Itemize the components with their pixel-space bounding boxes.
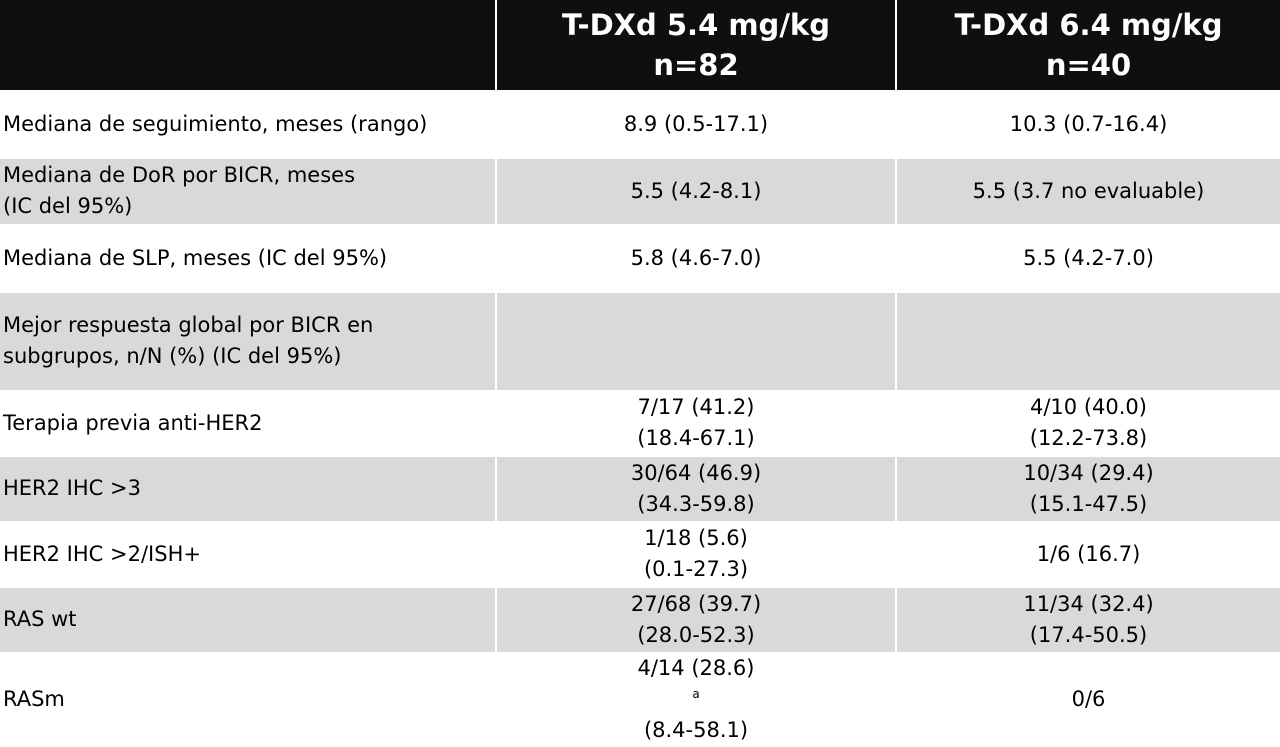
value-dose-6-4: 11/34 (32.4) (17.4-50.5)	[895, 586, 1280, 653]
row-label: Mejor respuesta global por BICR en subgru…	[0, 291, 496, 391]
row-label: Mediana de DoR por BICR, meses (IC del 95…	[0, 157, 496, 225]
value-dose-5-4: 4/14 (28.6) a (8.4-58.1)	[495, 651, 896, 747]
value-dose-5-4: 7/17 (41.2) (18.4-67.1)	[495, 389, 896, 457]
table-row: Mediana de SLP, meses (IC del 95%) 5.8 (…	[0, 223, 1280, 293]
table-row: Mediana de DoR por BICR, meses (IC del 95…	[0, 157, 1280, 225]
table-row: HER2 IHC >2/ISH+ 1/18 (5.6) (0.1-27.3) 1/…	[0, 520, 1280, 588]
table-row: Terapia previa anti-HER2 7/17 (41.2) (18.…	[0, 389, 1280, 457]
row-label: HER2 IHC >3	[0, 455, 496, 522]
header-row: T-DXd 5.4 mg/kg n=82 T-DXd 6.4 mg/kg n=4…	[0, 0, 1280, 92]
row-label: RAS wt	[0, 586, 496, 653]
row-label: Mediana de seguimiento, meses (rango)	[0, 90, 496, 159]
value-dose-6-4: 5.5 (4.2-7.0)	[895, 223, 1280, 293]
header-dose-5-4-title: T-DXd 5.4 mg/kg	[562, 8, 830, 42]
table-row: RAS wt 27/68 (39.7) (28.0-52.3) 11/34 (32…	[0, 586, 1280, 653]
row-label: HER2 IHC >2/ISH+	[0, 520, 496, 588]
row-label: Mediana de SLP, meses (IC del 95%)	[0, 223, 496, 293]
value-dose-5-4: 27/68 (39.7) (28.0-52.3)	[495, 586, 896, 653]
value-dose-5-4: 30/64 (46.9) (34.3-59.8)	[495, 455, 896, 522]
header-dose-6-4-title: T-DXd 6.4 mg/kg	[954, 8, 1223, 42]
value-dose-5-4: 8.9 (0.5-17.1)	[495, 90, 896, 159]
footnote-marker: a	[692, 686, 700, 701]
value-dose-5-4: 5.5 (4.2-8.1)	[495, 157, 896, 225]
header-dose-6-4-n: n=40	[1045, 48, 1132, 82]
table-row: RASm 4/14 (28.6) a (8.4-58.1) 0/6	[0, 651, 1280, 747]
header-empty-cell	[0, 0, 496, 92]
header-dose-5-4: T-DXd 5.4 mg/kg n=82	[495, 0, 896, 92]
header-dose-5-4-n: n=82	[653, 48, 739, 82]
row-label: Terapia previa anti-HER2	[0, 389, 496, 457]
value-dose-6-4	[895, 291, 1280, 391]
value-dose-5-4: 5.8 (4.6-7.0)	[495, 223, 896, 293]
table-row: Mediana de seguimiento, meses (rango) 8.…	[0, 90, 1280, 159]
value-dose-6-4: 10/34 (29.4) (15.1-47.5)	[895, 455, 1280, 522]
value-dose-6-4: 4/10 (40.0) (12.2-73.8)	[895, 389, 1280, 457]
value-dose-6-4: 5.5 (3.7 no evaluable)	[895, 157, 1280, 225]
table-row-section-header: Mejor respuesta global por BICR en subgru…	[0, 291, 1280, 391]
row-label: RASm	[0, 651, 496, 747]
value-dose-6-4: 0/6	[895, 651, 1280, 747]
header-dose-6-4: T-DXd 6.4 mg/kg n=40	[895, 0, 1280, 92]
table-row: HER2 IHC >3 30/64 (46.9) (34.3-59.8) 10/3…	[0, 455, 1280, 522]
value-dose-5-4	[495, 291, 896, 391]
value-dose-5-4: 1/18 (5.6) (0.1-27.3)	[495, 520, 896, 588]
value-dose-6-4: 10.3 (0.7-16.4)	[895, 90, 1280, 159]
value-dose-6-4: 1/6 (16.7)	[895, 520, 1280, 588]
